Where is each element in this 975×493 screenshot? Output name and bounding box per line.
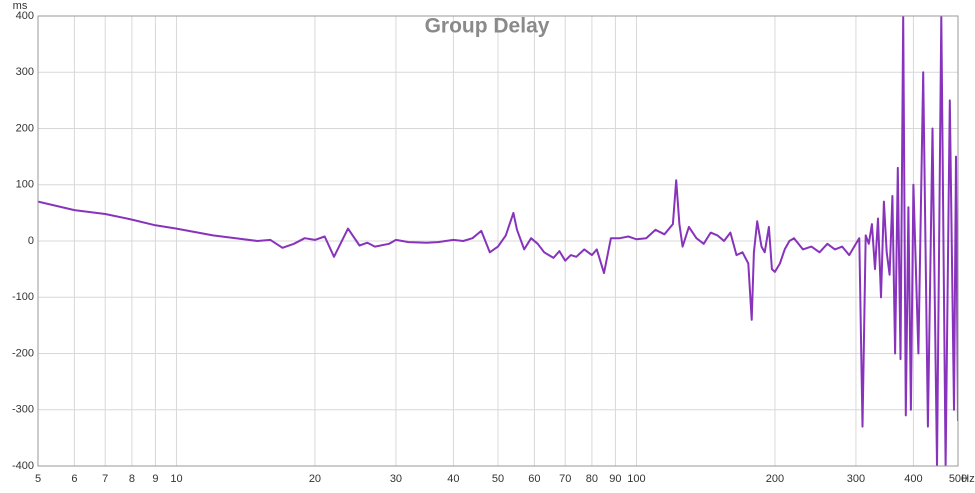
x-tick-label: 20 [309, 473, 321, 485]
x-tick-label: 60 [528, 473, 540, 485]
x-axis-unit: Hz [961, 473, 974, 485]
x-tick-label: 400 [904, 473, 922, 485]
y-tick-label: -400 [12, 460, 34, 472]
x-tick-label: 80 [586, 473, 598, 485]
series-line [38, 16, 958, 466]
x-tick-label: 9 [152, 473, 158, 485]
y-tick-label: 300 [16, 66, 34, 78]
y-tick-label: 0 [28, 235, 34, 247]
x-tick-label: 500 [949, 473, 967, 485]
x-tick-label: 10 [170, 473, 182, 485]
x-tick-label: 200 [766, 473, 784, 485]
x-tick-label: 7 [102, 473, 108, 485]
y-tick-label: -100 [12, 291, 34, 303]
y-tick-label: 200 [16, 122, 34, 134]
x-tick-label: 300 [847, 473, 865, 485]
y-tick-label: 400 [16, 10, 34, 22]
x-tick-label: 6 [71, 473, 77, 485]
x-tick-label: 100 [627, 473, 645, 485]
x-tick-label: 50 [492, 473, 504, 485]
chart-title: Group Delay [425, 15, 550, 38]
x-tick-label: 70 [559, 473, 571, 485]
y-tick-label: -200 [12, 347, 34, 359]
y-tick-label: 100 [16, 179, 34, 191]
plot-border [37, 15, 959, 467]
x-tick-label: 30 [390, 473, 402, 485]
y-tick-label: -300 [12, 404, 34, 416]
x-tick-label: 90 [609, 473, 621, 485]
x-tick-label: 40 [447, 473, 459, 485]
plot-area [38, 16, 958, 466]
x-tick-label: 5 [35, 473, 41, 485]
y-axis-unit: ms [13, 0, 28, 12]
x-tick-label: 8 [129, 473, 135, 485]
